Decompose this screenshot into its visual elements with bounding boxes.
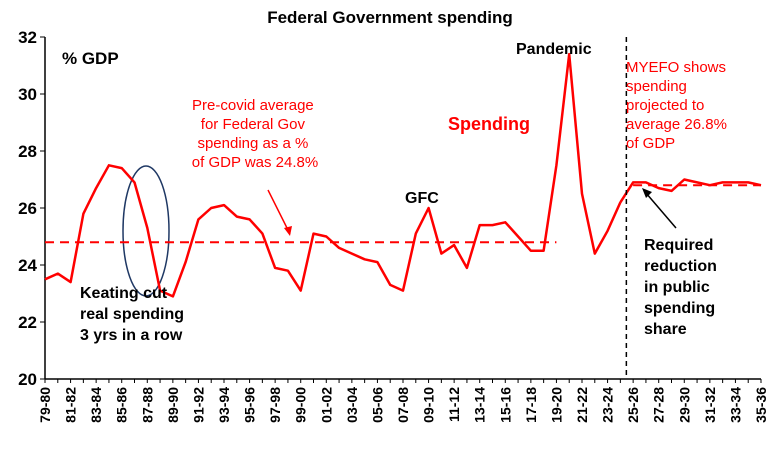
- y-tick-label: 22: [18, 313, 37, 332]
- x-tick-label: 09-10: [421, 387, 437, 423]
- precovid-line-3: spending as a %: [197, 135, 308, 152]
- x-tick-label: 79-80: [37, 387, 53, 423]
- pandemic-label: Pandemic: [516, 41, 592, 58]
- precovid-arrow: [267, 189, 291, 235]
- x-tick-label: 15-16: [497, 387, 513, 423]
- required-line-5: share: [644, 321, 687, 338]
- x-tick-label: 03-04: [344, 387, 360, 423]
- x-tick-label: 25-26: [625, 387, 641, 423]
- keating-line-2: real spending: [80, 306, 184, 323]
- x-tick-label: 17-18: [523, 387, 539, 423]
- myefo-line-4: average 26.8%: [626, 116, 727, 133]
- chart-title: Federal Government spending: [267, 8, 513, 27]
- x-tick-label: 31-32: [702, 387, 718, 423]
- keating-line-3: 3 yrs in a row: [80, 327, 183, 344]
- x-tick-label: 29-30: [676, 387, 692, 423]
- y-tick-label: 26: [18, 199, 37, 218]
- gfc-label: GFC: [405, 190, 439, 207]
- precovid-line-2: for Federal Gov: [201, 116, 306, 133]
- myefo-line-5: of GDP: [626, 135, 675, 152]
- x-tick-label: 19-20: [548, 387, 564, 423]
- x-tick-label: 97-98: [267, 387, 283, 423]
- y-tick-label: 20: [18, 370, 37, 389]
- myefo-line-3: projected to: [626, 97, 704, 114]
- y-tick-label: 32: [18, 28, 37, 47]
- x-tick-label: 21-22: [574, 387, 590, 423]
- x-tick-label: 27-28: [651, 387, 667, 423]
- required-line-4: spending: [644, 300, 715, 317]
- precovid-line-1: Pre-covid average: [192, 97, 314, 114]
- required-line-3: in public: [644, 279, 710, 296]
- required-line-2: reduction: [644, 258, 717, 275]
- unit-label: % GDP: [62, 49, 119, 68]
- x-axis-ticks: 79-80 81-82 83-84 85-86 87-88 89-90 91-92 93-94…: [37, 379, 766, 423]
- keating-ellipse: [122, 165, 170, 297]
- spending-label: Spending: [448, 114, 530, 134]
- x-tick-label: 89-90: [165, 387, 181, 423]
- x-tick-label: 83-84: [88, 387, 104, 423]
- keating-annotation: Keating cut real spending 3 yrs in a row: [80, 285, 188, 344]
- x-tick-label: 93-94: [216, 387, 232, 423]
- series-layer: [44, 52, 762, 298]
- x-tick-label: 33-34: [727, 387, 743, 423]
- x-tick-label: 13-14: [472, 387, 488, 423]
- x-tick-label: 87-88: [139, 387, 155, 423]
- required-annotation: Required reduction in public spending sh…: [644, 237, 721, 338]
- precovid-arrowhead: [284, 226, 292, 236]
- myefo-line-1: MYEFO shows: [626, 59, 726, 76]
- x-tick-label: 05-06: [369, 387, 385, 423]
- keating-line-1: Keating cut: [80, 285, 168, 302]
- x-tick-label: 35-36: [753, 387, 766, 423]
- myefo-line-2: spending: [626, 78, 687, 95]
- x-tick-label: 07-08: [395, 387, 411, 423]
- x-tick-label: 99-00: [293, 387, 309, 423]
- y-tick-label: 30: [18, 85, 37, 104]
- x-tick-label: 23-24: [600, 387, 616, 423]
- required-arrow: [645, 192, 677, 229]
- precovid-annotation: Pre-covid average for Federal Gov spendi…: [192, 97, 318, 171]
- y-axis-ticks: 20 22 24 26 28 30 32: [18, 28, 45, 389]
- y-tick-label: 24: [18, 256, 37, 275]
- x-tick-label: 81-82: [63, 387, 79, 423]
- x-tick-label: 85-86: [114, 387, 130, 423]
- x-tick-label: 11-12: [446, 387, 462, 422]
- myefo-annotation: MYEFO shows spending projected to averag…: [626, 59, 731, 152]
- x-tick-label: 01-02: [318, 387, 334, 423]
- required-arrowhead: [642, 188, 652, 198]
- required-line-1: Required: [644, 237, 713, 254]
- y-tick-label: 28: [18, 142, 37, 161]
- x-tick-label: 91-92: [190, 387, 206, 423]
- series-line-0: [44, 52, 622, 298]
- series-line-1: [619, 178, 762, 203]
- x-tick-label: 95-96: [242, 387, 258, 423]
- precovid-line-4: of GDP was 24.8%: [192, 154, 318, 171]
